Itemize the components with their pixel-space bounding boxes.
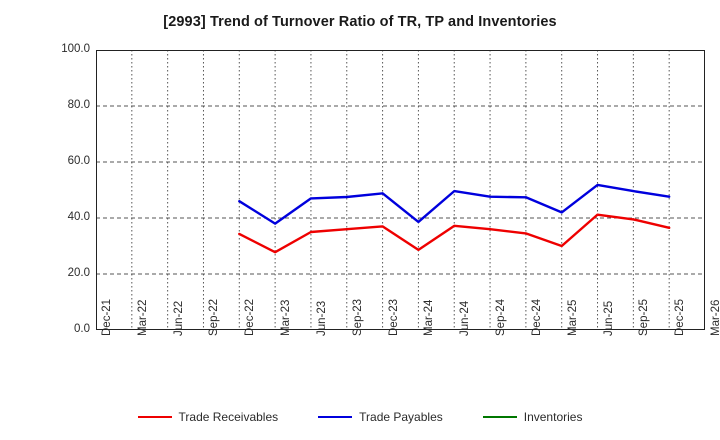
chart-legend: Trade Receivables Trade Payables Inventori… [0, 405, 720, 429]
plot-area [96, 50, 705, 330]
legend-swatch-icon [137, 416, 172, 418]
legend-item[interactable]: Inventories [482, 410, 583, 424]
legend-label: Inventories [523, 410, 583, 424]
series-line [238, 213, 671, 254]
legend-label: Trade Receivables [178, 410, 279, 424]
chart-svg [96, 50, 705, 330]
x-axis-tick-label: Mar-26 [710, 299, 720, 336]
legend-swatch-icon [318, 416, 353, 418]
legend-label: Trade Payables [359, 410, 443, 424]
legend-item[interactable]: Trade Payables [318, 410, 443, 424]
legend-swatch-icon [482, 416, 517, 418]
legend-item[interactable]: Trade Receivables [137, 410, 279, 424]
plot-frame [96, 50, 705, 330]
page-title: [2993] Trend of Turnover Ratio of TR, TP… [163, 14, 557, 30]
series-line [238, 183, 671, 225]
y-axis-tick-label: 60.0 [67, 155, 90, 167]
y-axis-tick-label: 20.0 [67, 267, 90, 279]
y-axis-tick-label: 0.0 [74, 323, 90, 335]
y-axis-tick-label: 40.0 [67, 211, 90, 223]
y-axis-tick-label: 80.0 [67, 99, 90, 111]
y-axis-tick-label: 100.0 [61, 43, 90, 55]
